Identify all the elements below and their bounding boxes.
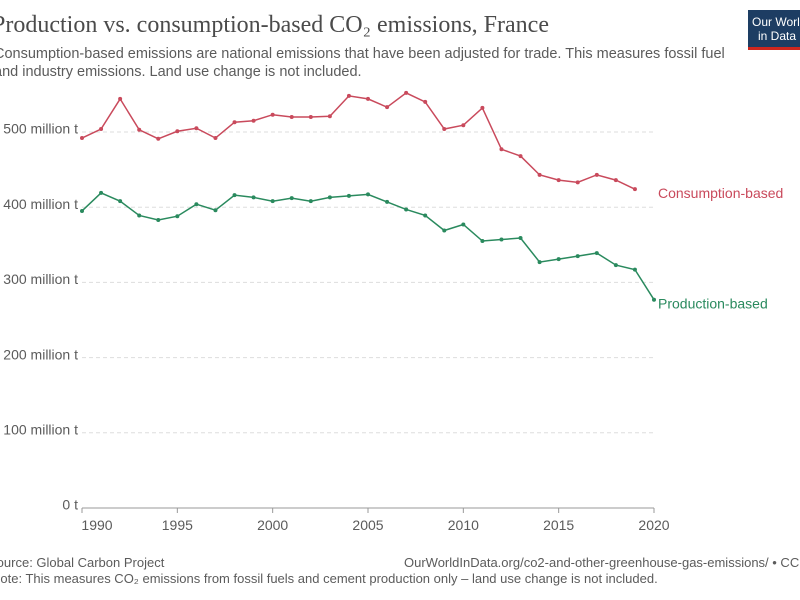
point [251, 195, 256, 200]
point [442, 228, 447, 233]
point [175, 129, 180, 134]
point [270, 199, 275, 204]
point [137, 127, 142, 132]
point [289, 196, 294, 201]
point [480, 105, 485, 110]
point [270, 112, 275, 117]
point [366, 96, 370, 101]
y-tick-label: 500 million t [3, 121, 78, 137]
series-line [81, 192, 655, 301]
point [175, 214, 180, 219]
point [366, 192, 370, 197]
point [632, 187, 637, 192]
subtitle: Consumption-based emissions are national… [0, 46, 725, 62]
logo-text: Our World [752, 15, 800, 29]
point [480, 239, 485, 244]
point [556, 178, 561, 183]
point [632, 267, 637, 272]
point [80, 208, 84, 213]
point [327, 114, 332, 119]
point [194, 126, 199, 131]
point [308, 199, 313, 204]
point [118, 199, 123, 204]
point [385, 199, 390, 204]
point [537, 172, 542, 177]
point [499, 237, 504, 242]
point [308, 114, 313, 119]
point [137, 213, 142, 218]
point [118, 96, 123, 101]
point [556, 257, 561, 262]
x-tick-label: 2005 [352, 517, 383, 533]
point [385, 105, 390, 110]
point [461, 222, 466, 227]
y-tick-label: 400 million t [3, 196, 78, 212]
logo-text: in Data [758, 29, 796, 43]
point [575, 254, 580, 259]
subtitle: and industry emissions. Land use change … [0, 64, 362, 80]
y-tick-label: 0 t [62, 497, 78, 513]
point [346, 93, 351, 98]
point [537, 260, 542, 265]
point [156, 136, 161, 141]
point [327, 195, 332, 200]
logo-bar [748, 47, 800, 50]
x-tick-label: 1990 [81, 517, 112, 533]
x-tick-label: 2020 [638, 517, 669, 533]
point [289, 114, 294, 119]
point [518, 236, 523, 241]
note: Note: This measures CO₂ emissions from f… [0, 571, 658, 586]
point [213, 136, 218, 141]
point [575, 180, 580, 185]
point [423, 213, 428, 218]
point [232, 120, 237, 125]
point [404, 207, 409, 212]
point [80, 136, 84, 141]
point [613, 178, 618, 183]
series-line [81, 92, 636, 190]
point [99, 126, 104, 131]
point [499, 147, 504, 152]
point [461, 123, 466, 128]
point [404, 90, 409, 95]
y-tick-label: 100 million t [3, 422, 78, 438]
x-tick-label: 2015 [543, 517, 574, 533]
y-tick-label: 300 million t [3, 271, 78, 287]
point [613, 263, 618, 268]
series-label: Production-based [658, 295, 768, 311]
point [652, 297, 656, 302]
x-tick-label: 1995 [162, 517, 193, 533]
point [194, 202, 199, 207]
point [213, 208, 218, 213]
point [518, 154, 523, 159]
point [156, 217, 161, 222]
point [251, 118, 256, 123]
series-label: Consumption-based [658, 185, 783, 201]
point [442, 126, 447, 131]
point [594, 251, 599, 256]
point [594, 172, 599, 177]
x-tick-label: 2000 [257, 517, 288, 533]
source: Source: Global Carbon Project [0, 555, 165, 570]
point [232, 193, 237, 198]
point [346, 193, 351, 198]
point [99, 190, 104, 195]
url: OurWorldInData.org/co2-and-other-greenho… [404, 555, 800, 570]
x-tick-label: 2010 [448, 517, 479, 533]
point [423, 99, 428, 104]
logo [748, 10, 800, 50]
chart-title: Production vs. consumption-based CO₂ emi… [0, 12, 549, 38]
y-tick-label: 200 million t [3, 346, 78, 362]
